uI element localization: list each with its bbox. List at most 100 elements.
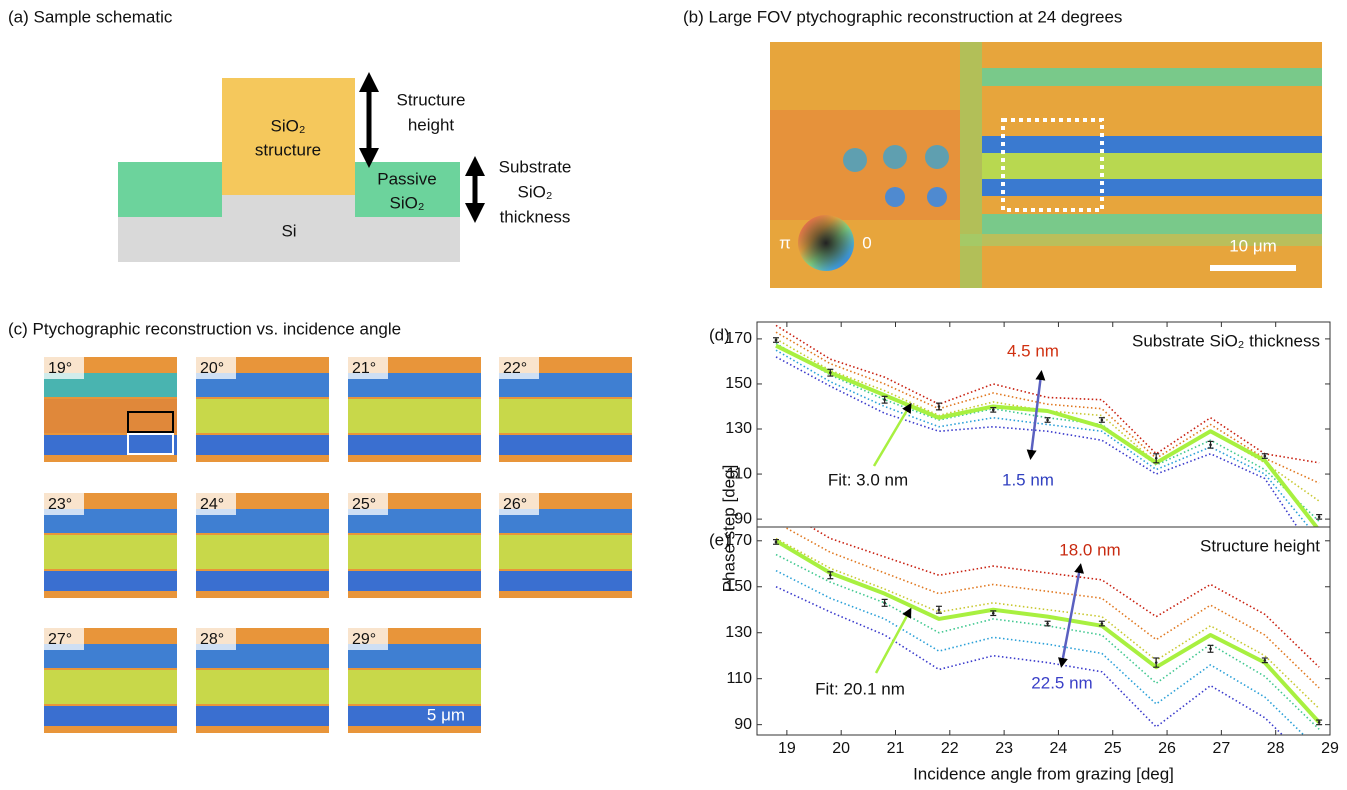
schematic-label: Si (281, 221, 296, 240)
point (883, 398, 886, 401)
band (196, 670, 329, 704)
band (44, 706, 177, 726)
chart-title: Substrate SiO₂ thickness (1132, 331, 1320, 350)
tile: 22° (499, 357, 632, 462)
schematic-label: SiO₂ (390, 193, 425, 212)
schematic-label: Substrate (499, 157, 572, 176)
annotation-arrow (874, 407, 909, 466)
annotation-arrow (1031, 375, 1041, 455)
si-layer (222, 195, 355, 217)
band (348, 399, 481, 433)
point (1318, 721, 1321, 724)
schematic-label: SiO₂ (271, 116, 306, 135)
wheel-label: π (779, 233, 791, 252)
scale-label: 10 μm (1229, 236, 1277, 255)
tile-label: 29° (352, 631, 376, 648)
band (196, 706, 329, 726)
y-tick-label: 150 (725, 375, 752, 392)
point (1318, 516, 1321, 519)
point (992, 409, 995, 412)
point (775, 339, 778, 342)
x-tick-label: 26 (1158, 740, 1176, 757)
fit-line (776, 346, 1319, 531)
x-tick-label: 25 (1104, 740, 1122, 757)
point (1101, 622, 1104, 625)
band (348, 435, 481, 455)
error-bar (936, 403, 942, 410)
band (196, 535, 329, 569)
tile-grid: 19° 20° 21° 22° 23° 24° 25° 26° 27° 28° 29° 5 μm (44, 357, 632, 736)
tile-label: 22° (503, 360, 527, 377)
model-line (776, 343, 1319, 521)
panel-title: (b) Large FOV ptychographic reconstructi… (683, 7, 1122, 26)
model-line (776, 555, 1319, 730)
x-tick-label: 21 (887, 740, 905, 757)
band (499, 571, 632, 591)
annotation: 4.5 nm (1007, 341, 1059, 360)
y-tick-label: 130 (725, 624, 752, 641)
tile-label: 23° (48, 496, 72, 513)
schematic-label: Structure (397, 90, 466, 109)
error-bar (1208, 645, 1214, 652)
point (938, 608, 941, 611)
annotation: 22.5 nm (1031, 673, 1092, 692)
schematic-label: height (408, 115, 455, 134)
x-tick-label: 28 (1267, 740, 1285, 757)
y-axis-label: Phase step [deg] (719, 465, 738, 593)
schematic-label: Passive (377, 169, 437, 188)
point (829, 574, 832, 577)
panel-title: (a) Sample schematic (8, 7, 173, 26)
x-tick-label: 22 (941, 740, 959, 757)
x-tick-label: 29 (1321, 740, 1339, 757)
point (1209, 648, 1212, 651)
error-bar (1099, 418, 1105, 423)
point (938, 405, 941, 408)
annotation: Fit: 20.1 nm (815, 679, 905, 698)
y-tick-label: 130 (725, 420, 752, 437)
tile-label: 21° (352, 360, 376, 377)
band (44, 571, 177, 591)
band (44, 670, 177, 704)
band (499, 535, 632, 569)
point (1046, 419, 1049, 422)
panel-title: (c) Ptychographic reconstruction vs. inc… (8, 319, 401, 338)
model-line (776, 506, 1319, 667)
point (883, 602, 886, 605)
annotation: Fit: 3.0 nm (828, 470, 908, 489)
model-line (776, 571, 1319, 750)
band (196, 435, 329, 455)
point (1264, 659, 1267, 662)
tile: 27° (44, 628, 177, 733)
plot-frame (757, 527, 1330, 735)
band (348, 571, 481, 591)
scale-label: 5 μm (427, 705, 465, 724)
plot-area (773, 325, 1322, 559)
band (499, 399, 632, 433)
tile: 26° (499, 493, 632, 598)
y-tick-label: 90 (734, 716, 752, 733)
schematic-label: thickness (500, 207, 571, 226)
band (44, 535, 177, 569)
tile-label: 25° (352, 496, 376, 513)
x-tick-label: 19 (778, 740, 796, 757)
tile-label: 26° (503, 496, 527, 513)
tile: 20° (196, 357, 329, 462)
tile-label: 28° (200, 631, 224, 648)
tile: 24° (196, 493, 329, 598)
annotation: 1.5 nm (1002, 470, 1054, 489)
point (775, 541, 778, 544)
tile: 23° (44, 493, 177, 598)
wheel-label: 0 (862, 233, 871, 252)
tile: 19° (44, 357, 177, 462)
point (992, 612, 995, 615)
band (196, 399, 329, 433)
tile-label: 27° (48, 631, 72, 648)
structure (222, 78, 355, 195)
point (829, 371, 832, 374)
page: { "panel_a": { "title": "(a) Sample sche… (0, 0, 1347, 790)
x-tick-label: 24 (1050, 740, 1068, 757)
annotation-arrow (876, 612, 909, 673)
tile-label: 20° (200, 360, 224, 377)
error-bar (773, 338, 779, 343)
